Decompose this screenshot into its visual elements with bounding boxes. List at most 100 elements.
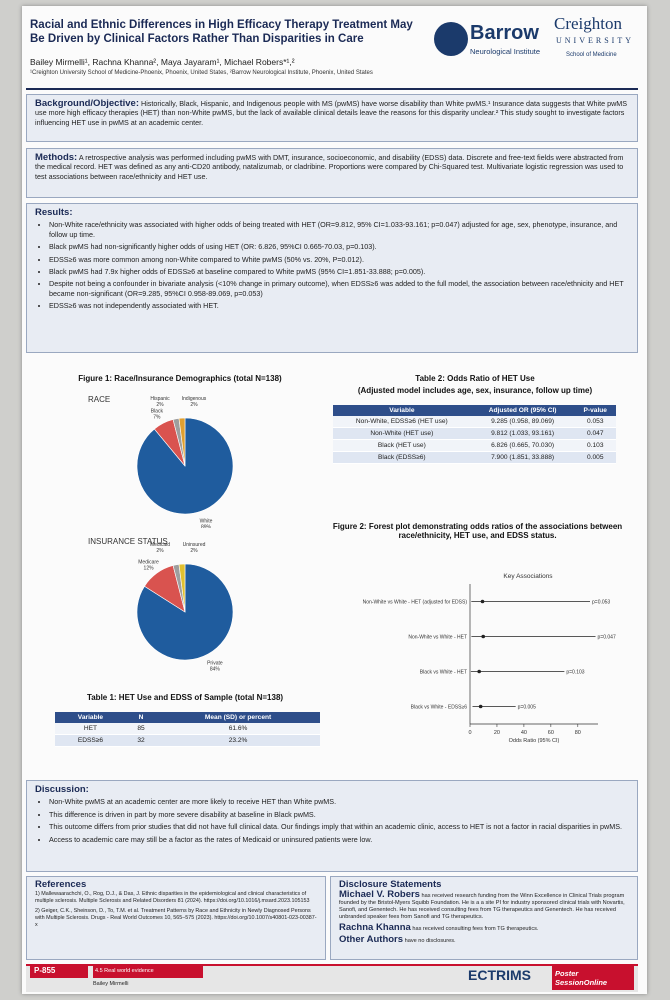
slice-name: Medicare: [138, 559, 159, 565]
presenter: Bailey Mirmelli: [93, 981, 129, 987]
cell: 9.812 (1.033, 93.161): [470, 427, 575, 440]
cell: 85: [125, 723, 157, 735]
column-header: N: [125, 712, 157, 723]
discloser-name: Rachna Khanna: [339, 922, 411, 933]
table1-title: Table 1: HET Use and EDSS of Sample (tot…: [86, 693, 284, 702]
column-header: Variable: [55, 712, 126, 723]
slice-value-label: 84%: [210, 667, 221, 673]
cell: HET: [55, 723, 126, 735]
figure1-title: Figure 1: Race/Insurance Demographics (t…: [78, 374, 282, 383]
discloser-name: Michael V. Robers: [339, 889, 420, 900]
row: Black (HET use) 6.826 (0.665, 70.030) 0.10…: [333, 439, 616, 452]
row: Black (EDSS≥6) 7.900 (1.851, 33.888) 0.005: [333, 451, 616, 464]
disclosure-list: Michael V. Robers has received research …: [339, 889, 629, 945]
slice-name: Private: [207, 661, 223, 667]
bullet: Despite not being a confounder in bivari…: [49, 279, 629, 298]
results-box: Results: Non-White race/ethnicity was ass…: [26, 203, 638, 353]
bullet: Black pwMS had 7.9x higher odds of EDSS≥…: [49, 267, 629, 276]
disclosure: Michael V. Robers has received research …: [339, 889, 629, 921]
row: Non-White (HET use) 9.812 (1.033, 93.161)…: [333, 427, 616, 440]
cell: Black (EDSS≥6): [333, 451, 471, 464]
references-list: 1) Mallewaarachchi, O., Rog, D.J., & Das…: [35, 891, 317, 929]
disclosure-text: has received research funding from the W…: [339, 893, 625, 920]
heading: Background/Objective:: [35, 98, 139, 109]
cell: 7.900 (1.851, 33.888): [470, 451, 575, 464]
pie-label: RACE: [88, 395, 110, 404]
cell: 0.103: [574, 439, 616, 452]
table: Variable N Mean (SD) or percent HET 85 61.6% E…: [55, 712, 320, 747]
disclosure: Rachna Khanna has received consulting fe…: [339, 922, 629, 933]
cell: 6.826 (0.665, 70.030): [470, 439, 575, 452]
cell: 23.2%: [156, 734, 320, 747]
column-header: P-value: [574, 405, 616, 416]
reference: 1) Mallewaarachchi, O., Rog, D.J., & Das…: [35, 891, 310, 904]
bullet: Non-White race/ethnicity was associated …: [49, 220, 629, 239]
topic: 4.5 Real world evidence: [93, 966, 203, 978]
x-tick-label: 60: [548, 730, 554, 736]
cell: 0.005: [574, 451, 616, 464]
bullet: Black pwMS had non-significantly higher …: [49, 242, 629, 251]
or-point: [478, 704, 483, 709]
x-tick-label: 0: [468, 730, 471, 736]
bullet: Access to academic care may still be a f…: [49, 835, 629, 844]
cell: EDSS≥6: [55, 734, 126, 747]
slice-name: Black: [151, 409, 164, 415]
p-label: p=0.053: [592, 600, 610, 606]
slice-name: White: [200, 518, 213, 524]
slice-value-label: 2%: [190, 402, 198, 408]
x-axis-label: Odds Ratio (95% CI): [509, 738, 560, 744]
cell: 0.053: [574, 416, 616, 428]
slice-name: Uninsured: [183, 542, 206, 548]
or-point: [480, 599, 485, 604]
disclosure-text: has received consulting fees from TG the…: [412, 926, 539, 932]
cell: 9.285 (0.958, 89.069): [470, 416, 575, 428]
forest-plot: Key Associations 0 20 40 60 80 Odds Ratio (95%…: [363, 573, 616, 744]
row-label: Non-White vs White - HET: [408, 635, 467, 641]
bullet: EDSS≥6 was not independently associated …: [49, 301, 629, 310]
poster-id: P-855: [30, 966, 88, 978]
affiliations: ¹Creighton University School of Medicine…: [30, 70, 373, 76]
slice-name: Medicaid: [150, 542, 170, 548]
reference: 2) Geiger, C.K., Sheinson, D., To, T.M. …: [35, 908, 317, 928]
p-label: p=0.047: [598, 635, 616, 641]
header-rule: [26, 88, 638, 90]
bullet: This outcome differs from prior studies …: [49, 822, 629, 831]
header-row: Variable N Mean (SD) or percent: [55, 712, 320, 723]
or-point: [481, 634, 486, 639]
x-tick-label: 20: [494, 730, 500, 736]
heading: Discussion:: [35, 784, 89, 795]
figure2-title: Figure 2: Forest plot demonstrating odds…: [332, 522, 623, 540]
row-label: Black vs White - HET: [420, 670, 467, 676]
pie-slice: [178, 563, 186, 613]
barrow-sub: Neurological Institute: [470, 47, 541, 56]
text: A retrospective analysis was performed i…: [35, 153, 624, 181]
references-box: References 1) Mallewaarachchi, O., Rog, D…: [26, 876, 326, 960]
barrow-logo: Barrow: [470, 22, 539, 44]
slice-value-label: 7%: [153, 415, 161, 421]
title: Racial and Ethnic Differences in High Ef…: [30, 19, 413, 45]
slice-name: Hispanic: [150, 396, 170, 402]
heading: Results:: [35, 207, 73, 218]
pie-label: INSURANCE STATUS: [88, 537, 168, 546]
creighton-logo: Creighton: [554, 14, 622, 33]
cell: 32: [125, 734, 157, 747]
methods-box: Methods: A retrospective analysis was pe…: [26, 148, 638, 198]
authors: Bailey Mirmelli¹, Rachna Khanna², Maya J…: [30, 57, 295, 67]
header-row: Variable Adjusted OR (95% CI) P-value: [333, 405, 616, 416]
table2-subtitle: (Adjusted model includes age, sex, insur…: [357, 386, 593, 395]
row-label: Black vs White - EDSS≥6: [411, 705, 468, 711]
cell: Non-White, EDSS≥6 (HET use): [333, 416, 471, 428]
or-point: [477, 669, 481, 674]
platform: Poster SessionOnline: [552, 966, 634, 990]
column-header: Mean (SD) or percent: [156, 712, 320, 723]
slice-value-label: 89%: [201, 524, 212, 528]
table1: Variable N Mean (SD) or percent HET 85 61.6% E…: [55, 712, 320, 747]
x-tick-label: 80: [575, 730, 581, 736]
slice-value-label: 12%: [144, 565, 155, 571]
table2-title: Table 2: Odds Ratio of HET Use: [415, 374, 535, 383]
results-list: Non-White race/ethnicity was associated …: [35, 220, 629, 310]
column-header: Adjusted OR (95% CI): [470, 405, 575, 416]
congress: ECTRIMS: [468, 967, 531, 983]
